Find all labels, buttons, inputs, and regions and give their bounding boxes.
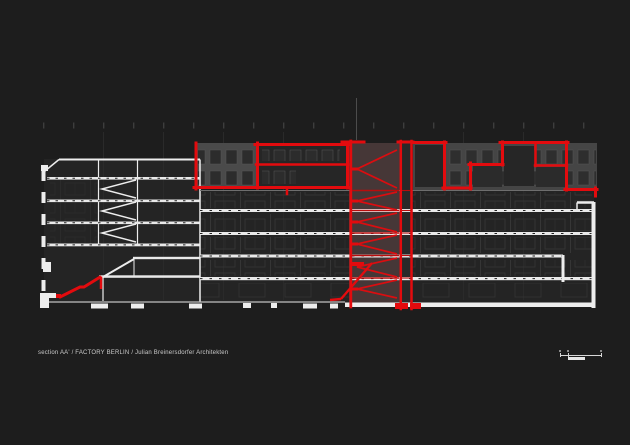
scale-tick bbox=[568, 353, 569, 357]
scale-bar-line bbox=[560, 355, 602, 356]
scale-bar bbox=[558, 350, 604, 362]
rooftop-addition-red bbox=[192, 140, 599, 198]
left-annex-slabs bbox=[47, 177, 200, 247]
left-annex-stair bbox=[99, 179, 137, 243]
stair-tower-red bbox=[329, 139, 421, 311]
scale-bar-block bbox=[568, 357, 585, 360]
scale-tick bbox=[560, 353, 561, 357]
left-annex-lower-stair bbox=[99, 256, 200, 301]
scale-mark bbox=[559, 350, 561, 352]
tower-floor-lines bbox=[352, 189, 411, 279]
footings bbox=[91, 303, 338, 309]
tower-landings bbox=[352, 167, 364, 291]
scale-mark bbox=[567, 350, 569, 352]
scale-mark bbox=[600, 350, 602, 352]
entrance-ramp-red bbox=[56, 275, 103, 299]
drawing-caption: section AA' / FACTORY BERLIN / Julian Br… bbox=[38, 350, 229, 356]
left-annex-section bbox=[41, 158, 201, 303]
right-end-wall bbox=[561, 201, 596, 308]
ground-line bbox=[40, 293, 594, 309]
scale-tick bbox=[601, 353, 602, 357]
tower-ground-exit bbox=[329, 262, 421, 309]
